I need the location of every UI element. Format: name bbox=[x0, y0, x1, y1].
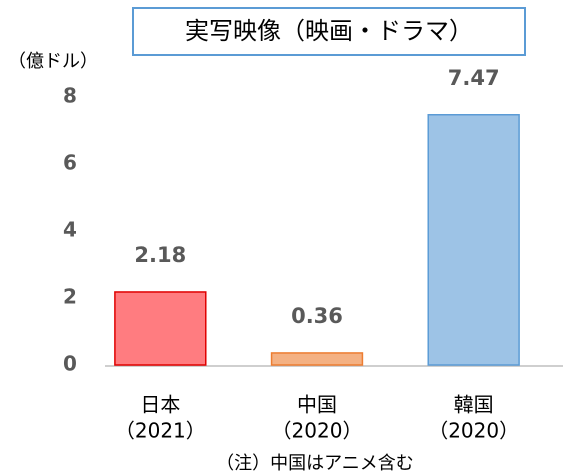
x-tick-label: （2020） bbox=[272, 419, 363, 443]
y-tick-label: 0 bbox=[63, 352, 77, 376]
value-label: 7.47 bbox=[448, 66, 500, 90]
y-tick-label: 8 bbox=[63, 84, 77, 108]
x-tick-label: （2021） bbox=[115, 419, 206, 443]
y-tick-label: 2 bbox=[63, 285, 77, 309]
y-tick-label: 6 bbox=[63, 151, 77, 175]
note: （注）中国はアニメ含む bbox=[216, 453, 414, 474]
chart-title: 実写映像（映画・ドラマ） bbox=[185, 17, 473, 45]
x-tick-label: 中国 bbox=[297, 393, 337, 417]
y-tick-label: 4 bbox=[63, 218, 77, 242]
bar bbox=[427, 114, 520, 366]
value-label: 2.18 bbox=[134, 243, 186, 267]
title-box bbox=[132, 7, 526, 56]
x-tick-label: （2020） bbox=[428, 419, 519, 443]
bar bbox=[114, 291, 207, 366]
x-tick-label: 韓国 bbox=[454, 393, 494, 417]
x-tick-label: 日本 bbox=[140, 393, 180, 417]
bar bbox=[270, 352, 364, 366]
value-label: 0.36 bbox=[291, 304, 343, 328]
y-axis-label: （億ドル） bbox=[8, 51, 98, 72]
